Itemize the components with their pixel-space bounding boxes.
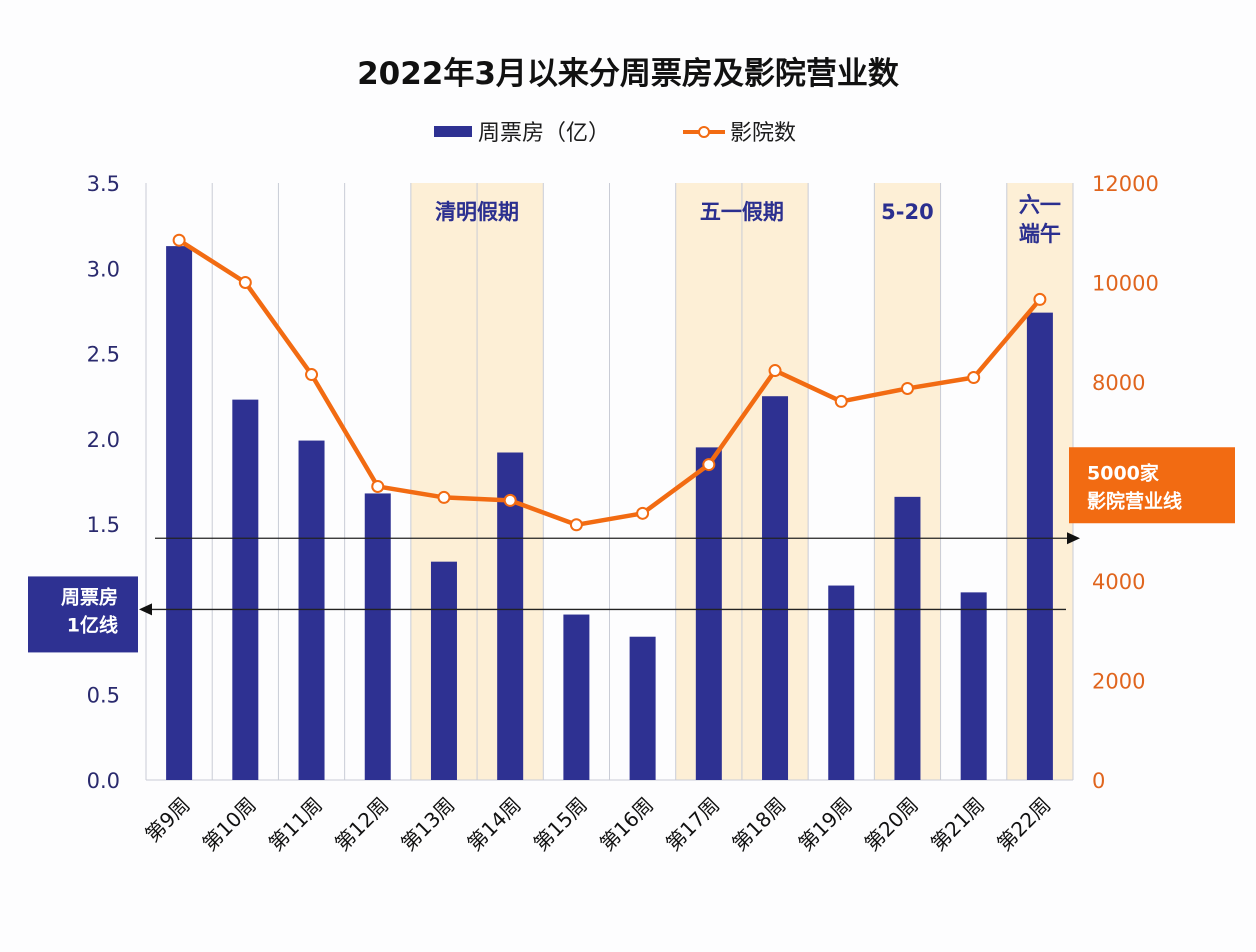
band-label: 清明假期 xyxy=(435,200,519,224)
bar xyxy=(364,493,391,780)
label-box-background xyxy=(28,576,138,653)
bar xyxy=(298,440,325,780)
x-axis: 第9周 第10周 第11周 第12周 第13周 第14周 第15周 第16周 第17周 第18周第… xyxy=(140,793,1055,856)
x-tick-label: 第14周 xyxy=(462,793,525,856)
band-label: 端午 xyxy=(1019,222,1061,246)
legend-swatch-marker xyxy=(698,126,710,138)
y-left-tick-label: 1.5 xyxy=(87,513,120,537)
legend-label-box-office: 周票房（亿） xyxy=(478,121,610,146)
x-tick-label: 第17周 xyxy=(661,793,724,856)
bar xyxy=(232,399,259,780)
bar xyxy=(695,447,722,780)
cinema-point xyxy=(834,394,848,408)
band-label: 五一假期 xyxy=(700,200,784,224)
y-left-tick-label: 3.5 xyxy=(87,172,120,196)
bars xyxy=(166,246,1053,780)
y-left-tick-label: 2.5 xyxy=(87,343,120,367)
label-box-text: 5000家 xyxy=(1087,461,1160,484)
y-axis-left: 0.0 0.5 1.5 2.0 2.5 3.0 3.5 xyxy=(87,172,120,793)
chart-title: 2022年3月以来分周票房及影院营业数 xyxy=(357,56,899,92)
cinema-point xyxy=(437,490,451,504)
y-right-tick-label: 8000 xyxy=(1092,371,1145,395)
bar xyxy=(166,246,193,780)
bar xyxy=(430,561,457,780)
band-label: 5-20 xyxy=(881,200,934,224)
bar xyxy=(497,452,524,780)
cinema-point xyxy=(503,493,517,507)
bar xyxy=(960,592,987,780)
y-left-tick-label: 0.5 xyxy=(87,684,120,708)
band-label: 六一 xyxy=(1019,193,1061,217)
cinema-point xyxy=(569,518,583,532)
bar xyxy=(1026,312,1053,780)
x-tick-label: 第19周 xyxy=(794,793,857,856)
label-box-text: 1亿线 xyxy=(67,613,118,636)
label-box-text: 周票房 xyxy=(61,585,118,608)
cinema-point xyxy=(305,368,319,382)
x-tick-label: 第15周 xyxy=(529,793,592,856)
x-tick-label: 第12周 xyxy=(330,793,393,856)
cinema-point xyxy=(967,371,981,385)
x-tick-label: 第21周 xyxy=(926,793,989,856)
label-box-text: 影院营业线 xyxy=(1087,489,1182,512)
x-tick-label: 第13周 xyxy=(396,793,459,856)
x-tick-label: 第10周 xyxy=(198,793,261,856)
cinema-point xyxy=(371,479,385,493)
x-tick-label: 第22周 xyxy=(992,793,1055,856)
cinema-point xyxy=(900,381,914,395)
y-right-tick-label: 12000 xyxy=(1092,172,1159,196)
bar xyxy=(894,496,921,780)
y-left-tick-label: 0.0 xyxy=(87,769,120,793)
cinema-point xyxy=(1033,292,1047,306)
bar xyxy=(828,585,855,780)
y-right-tick-label: 2000 xyxy=(1092,670,1145,694)
cinema-line xyxy=(177,238,1042,528)
cinema-point xyxy=(238,276,252,289)
cinema-point xyxy=(636,506,650,520)
legend-label-cinemas: 影院数 xyxy=(730,121,796,146)
reference-lines xyxy=(139,532,1080,616)
cinema-point xyxy=(702,458,716,472)
label-box-background xyxy=(1069,447,1235,524)
arrow-right-icon xyxy=(1067,532,1080,545)
cinema-point xyxy=(768,364,782,378)
bar xyxy=(629,636,656,780)
bar xyxy=(563,614,590,780)
bar xyxy=(762,396,789,780)
y-right-tick-label: 0 xyxy=(1092,769,1105,793)
arrow-left-icon xyxy=(139,603,152,616)
y-axis-right: 0 2000 4000 8000 10000 12000 xyxy=(1092,172,1159,793)
x-tick-label: 第11周 xyxy=(264,793,327,856)
y-right-tick-label: 10000 xyxy=(1092,272,1159,296)
legend: 周票房（亿） 影院数 xyxy=(434,121,796,146)
y-right-tick-label: 4000 xyxy=(1092,570,1145,594)
cinema-line-series xyxy=(172,233,1047,532)
box-office-1yi-label-box: 周票房 1亿线 xyxy=(28,576,138,653)
y-left-tick-label: 3.0 xyxy=(87,257,120,281)
y-left-tick-label: 2.0 xyxy=(87,428,120,452)
x-tick-label: 第18周 xyxy=(727,793,790,856)
x-tick-label: 第16周 xyxy=(595,793,658,856)
x-tick-label: 第9周 xyxy=(140,793,194,847)
cinema-point xyxy=(172,233,186,247)
x-tick-label: 第20周 xyxy=(860,793,923,856)
legend-swatch-bar xyxy=(434,126,472,137)
